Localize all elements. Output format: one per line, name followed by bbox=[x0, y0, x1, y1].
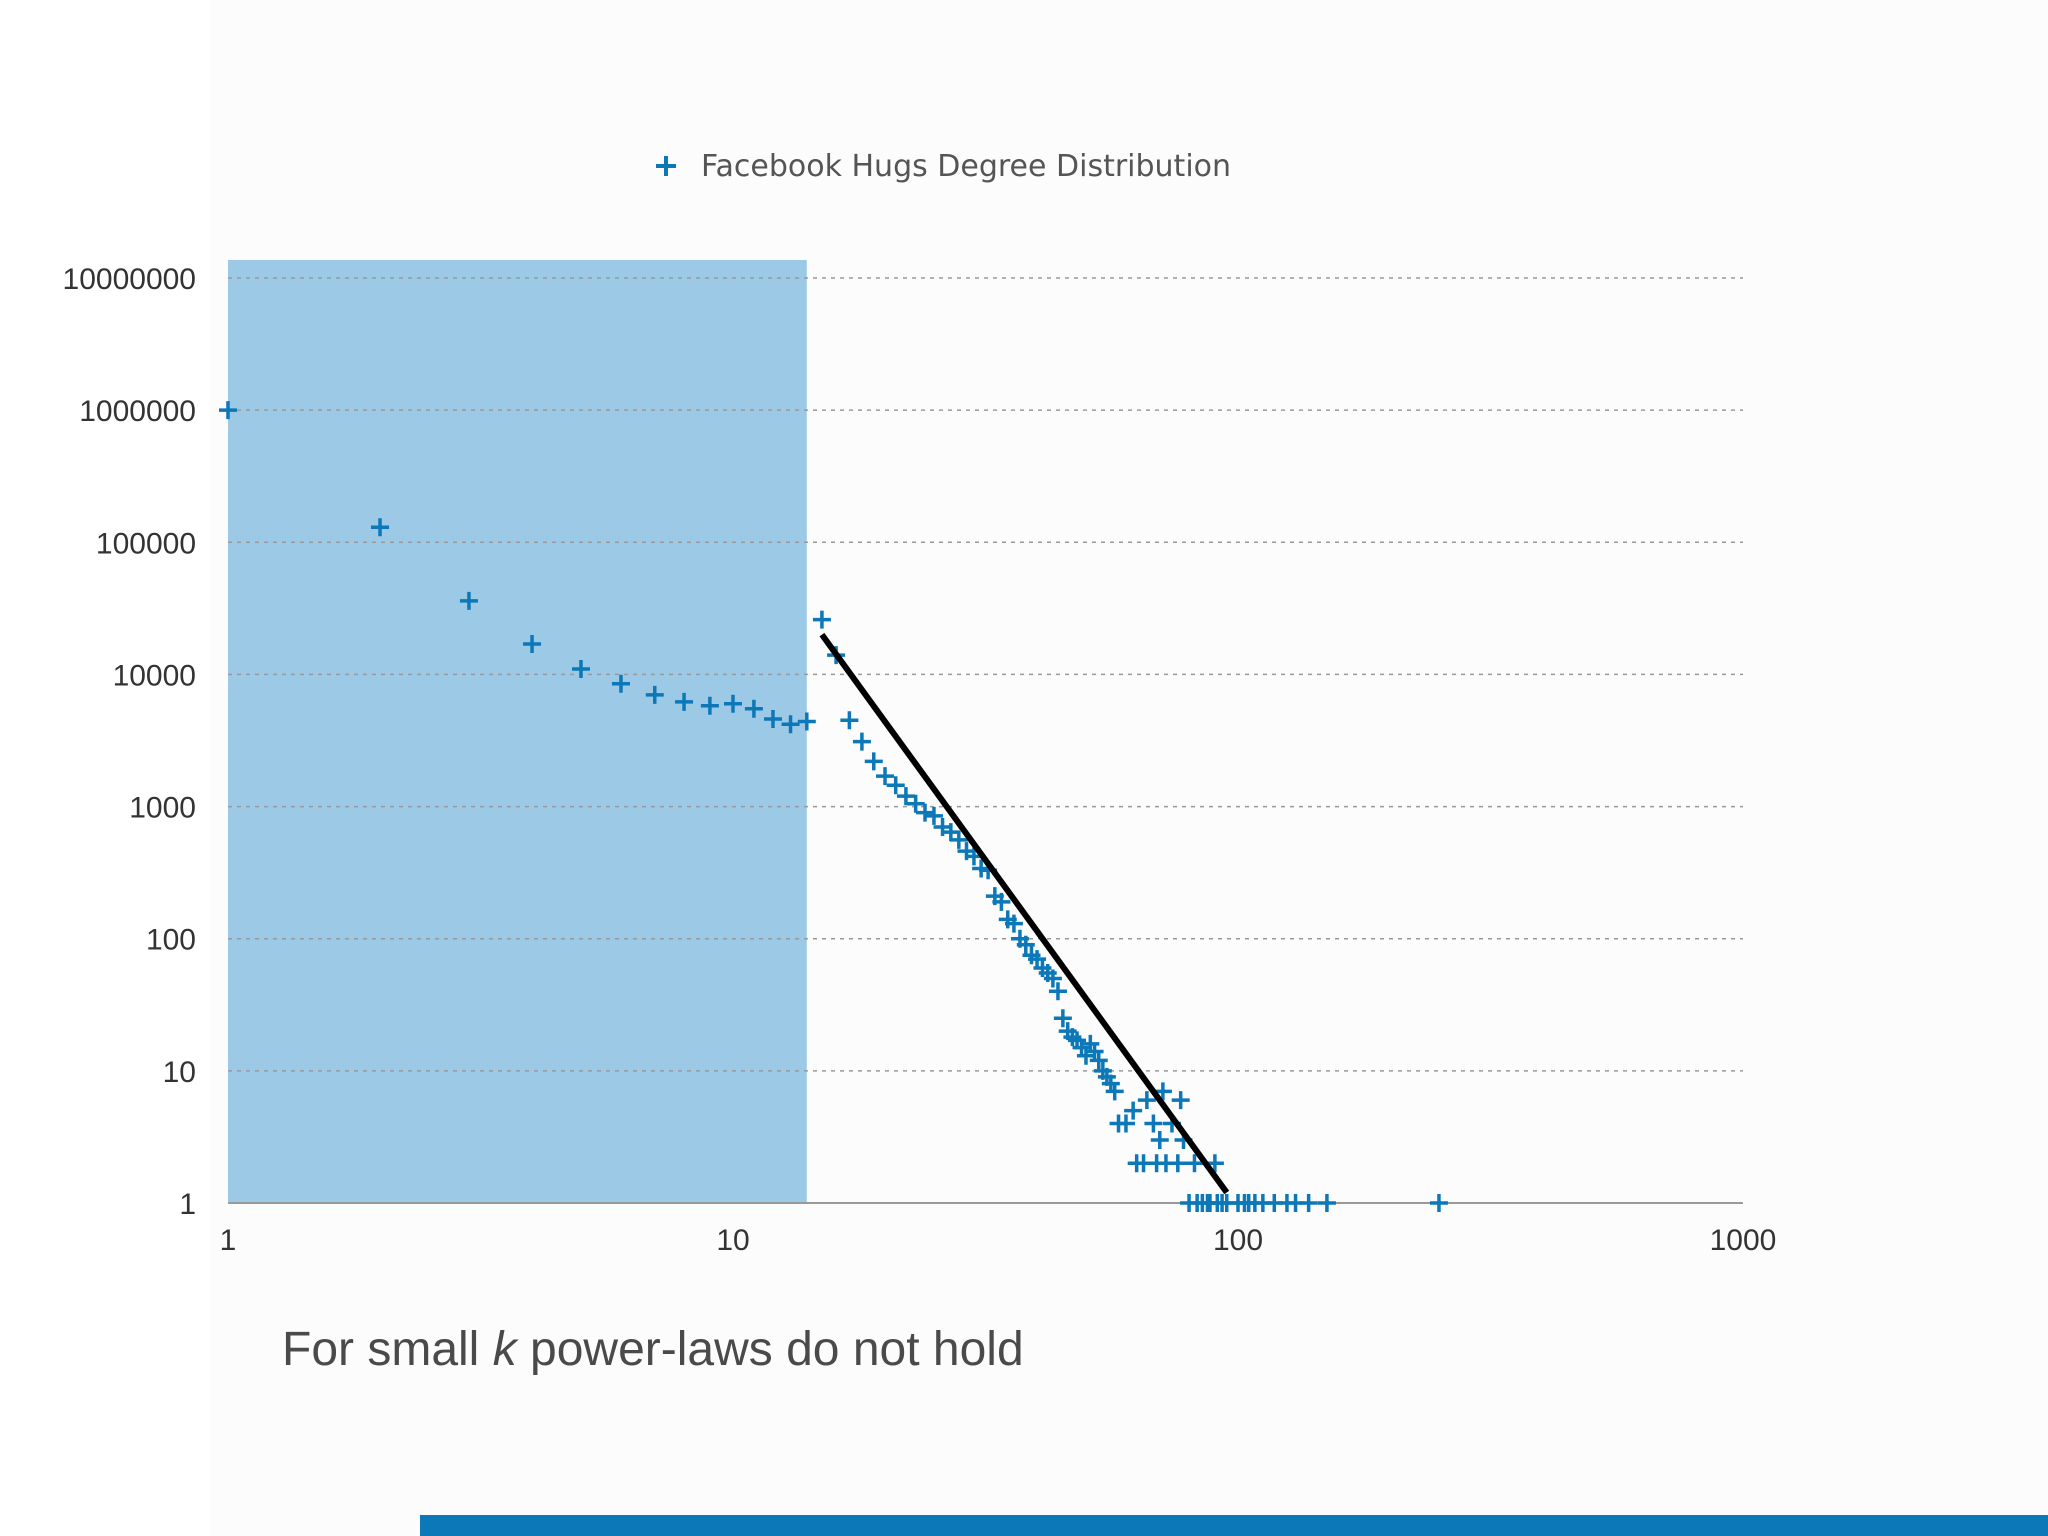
degree-distribution-chart: 1 10 100 1000 10000 100000 1000000 10000000 1 10 1… bbox=[63, 149, 1777, 1257]
highlight-region-layer bbox=[228, 260, 807, 1203]
data-point bbox=[1124, 1101, 1143, 1120]
data-point bbox=[645, 685, 664, 704]
caption-text-before: For small bbox=[282, 1323, 493, 1376]
data-point bbox=[1016, 935, 1035, 954]
data-point bbox=[781, 715, 800, 734]
y-tick-label: 100000 bbox=[96, 527, 196, 560]
legend-plus-marker bbox=[656, 156, 676, 176]
data-point bbox=[1299, 1194, 1318, 1212]
x-tick-label: 10 bbox=[716, 1224, 749, 1257]
data-point bbox=[371, 518, 390, 537]
y-tick-label: 1 bbox=[179, 1188, 196, 1221]
y-tick-label: 100 bbox=[146, 924, 196, 957]
data-point bbox=[797, 712, 816, 731]
data-point bbox=[1137, 1091, 1156, 1110]
data-point bbox=[1116, 1114, 1135, 1133]
data-point bbox=[459, 591, 478, 610]
data-point bbox=[1004, 914, 1023, 933]
gridlines bbox=[228, 277, 1743, 1072]
data-point bbox=[1150, 1130, 1169, 1149]
data-point bbox=[1053, 1009, 1072, 1028]
footer-accent-bar bbox=[420, 1515, 2048, 1536]
data-point bbox=[886, 776, 905, 795]
data-point bbox=[1317, 1194, 1336, 1212]
y-tick-label: 1000 bbox=[129, 792, 196, 825]
data-point bbox=[1089, 1051, 1108, 1070]
y-tick-label: 1000000 bbox=[79, 395, 196, 428]
caption: For small k power-laws do not hold bbox=[282, 1322, 1024, 1377]
data-point bbox=[1185, 1154, 1204, 1173]
caption-text-after: power-laws do not hold bbox=[516, 1323, 1024, 1376]
data-point bbox=[219, 401, 237, 420]
data-point bbox=[852, 732, 871, 751]
data-point bbox=[1048, 982, 1067, 1001]
legend: Facebook Hugs Degree Distribution bbox=[656, 149, 1231, 184]
data-point bbox=[675, 692, 694, 711]
data-point bbox=[523, 634, 542, 653]
data-point bbox=[896, 787, 915, 806]
data-point bbox=[1171, 1091, 1190, 1110]
data-point bbox=[949, 830, 968, 849]
data-point bbox=[992, 892, 1011, 911]
data-point bbox=[1144, 1114, 1163, 1133]
data-point bbox=[1429, 1194, 1448, 1212]
legend-marker-plus bbox=[656, 156, 676, 176]
data-point bbox=[1105, 1082, 1124, 1101]
y-tick-label: 10 bbox=[163, 1056, 196, 1089]
highlight-region bbox=[228, 260, 807, 1203]
caption-k: k bbox=[492, 1323, 517, 1376]
data-point bbox=[916, 803, 935, 822]
data-point bbox=[571, 659, 590, 678]
data-point bbox=[1085, 1042, 1104, 1061]
data-point bbox=[763, 709, 782, 728]
data-point bbox=[700, 696, 719, 715]
data-point bbox=[840, 711, 859, 730]
x-tick-label: 1000 bbox=[1710, 1224, 1777, 1257]
legend-label: Facebook Hugs Degree Distribution bbox=[701, 149, 1231, 184]
power-law-fit-line bbox=[819, 632, 1230, 1195]
axes: 1 10 100 1000 10000 100000 1000000 10000000 1 10 1… bbox=[63, 263, 1777, 1257]
data-point bbox=[906, 794, 925, 813]
data-points bbox=[219, 401, 1448, 1212]
data-point bbox=[924, 806, 943, 825]
data-point bbox=[812, 610, 831, 629]
data-point bbox=[611, 674, 630, 693]
data-point bbox=[876, 767, 895, 786]
data-point bbox=[1043, 969, 1062, 988]
data-point bbox=[744, 699, 763, 718]
x-tick-label: 1 bbox=[220, 1224, 237, 1257]
y-tick-label: 10000000 bbox=[63, 263, 196, 296]
x-tick-label: 100 bbox=[1213, 1224, 1263, 1257]
data-point bbox=[1168, 1154, 1187, 1173]
data-point bbox=[864, 752, 883, 771]
y-tick-label: 10000 bbox=[113, 659, 196, 692]
data-point bbox=[724, 694, 742, 713]
fit-line-layer bbox=[819, 632, 1230, 1195]
